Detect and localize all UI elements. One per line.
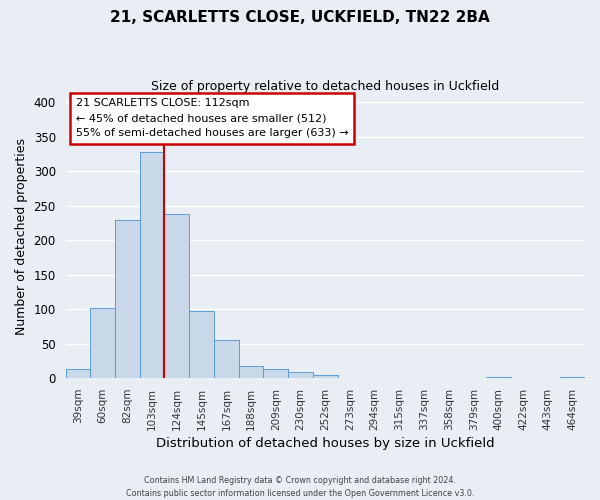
Bar [115,220,140,378]
Bar [65,369,90,378]
Text: 21, SCARLETTS CLOSE, UCKFIELD, TN22 2BA: 21, SCARLETTS CLOSE, UCKFIELD, TN22 2BA [110,10,490,25]
Text: Contains HM Land Registry data © Crown copyright and database right 2024.
Contai: Contains HM Land Registry data © Crown c… [126,476,474,498]
Bar [239,366,263,378]
Bar [313,376,338,378]
Bar [90,308,115,378]
Bar [486,377,511,378]
Title: Size of property relative to detached houses in Uckfield: Size of property relative to detached ho… [151,80,499,93]
Bar [189,312,214,378]
Bar [140,152,164,378]
Bar [288,372,313,378]
Bar [164,214,189,378]
Bar [263,368,288,378]
Bar [560,377,585,378]
X-axis label: Distribution of detached houses by size in Uckfield: Distribution of detached houses by size … [156,437,494,450]
Y-axis label: Number of detached properties: Number of detached properties [15,138,28,336]
Text: 21 SCARLETTS CLOSE: 112sqm
← 45% of detached houses are smaller (512)
55% of sem: 21 SCARLETTS CLOSE: 112sqm ← 45% of deta… [76,98,349,138]
Bar [214,340,239,378]
